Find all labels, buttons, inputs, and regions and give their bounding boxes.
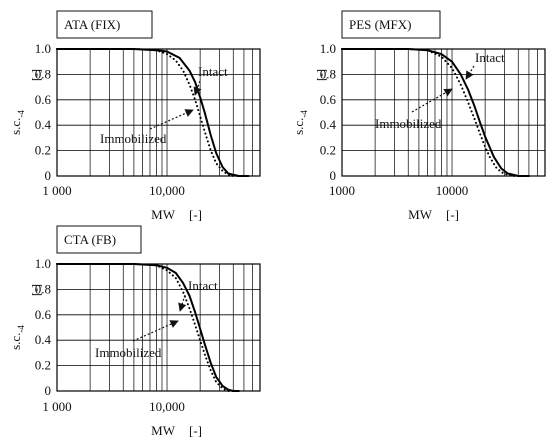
annotation-immobilized-label: Immobilized	[375, 116, 442, 131]
y-tick-label: 0.6	[35, 307, 52, 322]
y-tick-label: 0.8	[320, 66, 336, 81]
annotation-immobilized-arrow	[132, 320, 179, 342]
annotation-intact-label: Intact	[198, 64, 228, 79]
annotation-intact-arrow	[178, 294, 187, 312]
annotation-intact-label: Intact	[475, 50, 505, 65]
chart-panel-1: ATA (FIX) 1.0 0.8 0.6 0.4 0.2 01 000 10,000 MW [-…	[8, 10, 261, 222]
x-tick-label: 10,000	[149, 399, 185, 414]
x-tick-label: 10000	[436, 183, 469, 198]
y-axis-label-main: s.c.	[291, 118, 306, 135]
x-axis-unit: [-]	[446, 207, 459, 222]
y-axis-label: s.c.-4	[8, 110, 26, 135]
plot-frame	[56, 263, 261, 392]
y-tick-label: 0.2	[320, 143, 336, 158]
y-tick-label: 0.4	[35, 332, 52, 347]
x-tick-label: 1 000	[42, 399, 71, 414]
y-tick-label: 0.2	[35, 358, 51, 373]
x-axis-label: MW	[151, 423, 176, 438]
x-tick-label: 10,000	[149, 183, 185, 198]
y-tick-label: 0	[45, 383, 52, 398]
panel-title-box	[341, 10, 441, 39]
y-tick-label: 0.8	[35, 66, 51, 81]
y-axis-unit: [-]	[29, 69, 43, 81]
y-axis-label-subscript: -4	[16, 325, 26, 333]
panel-title-box	[56, 225, 142, 254]
y-tick-label: 0.2	[35, 143, 51, 158]
panel-title-box	[56, 10, 153, 39]
series-line-immobilized	[56, 48, 240, 177]
chart-panel-3: CTA (FB) 1.0 0.8 0.6 0.4 0.2 01 000 10,000 MW [-]…	[8, 225, 261, 438]
panel-title: PES (MFX)	[349, 17, 412, 32]
series-line-intact	[56, 263, 240, 392]
y-tick-label: 1.0	[35, 41, 51, 56]
x-axis-unit: [-]	[189, 207, 202, 222]
y-tick-label: 0.6	[35, 92, 52, 107]
series-line-immobilized	[341, 48, 520, 177]
y-tick-label: 1.0	[320, 41, 336, 56]
panel-title: CTA (FB)	[64, 232, 116, 247]
annotation-intact-arrow	[465, 65, 475, 80]
annotation-intact-arrow	[193, 80, 202, 96]
y-axis-label-subscript: -4	[16, 110, 26, 118]
annotation-immobilized-arrow	[411, 88, 453, 113]
x-tick-label: 1 000	[42, 183, 71, 198]
y-axis-label: s.c.-4	[291, 110, 309, 135]
y-tick-label: 0	[45, 168, 52, 183]
y-tick-label: 0.8	[35, 281, 51, 296]
annotation-immobilized-label: Immobilized	[95, 345, 162, 360]
y-axis-label: s.c.-4	[8, 325, 26, 350]
y-tick-label: 1.0	[35, 256, 51, 271]
annotation-intact-label: Intact	[188, 278, 218, 293]
x-axis-label: MW	[151, 207, 176, 222]
series-line-intact	[56, 48, 250, 177]
series-line-intact	[341, 48, 530, 177]
series-line-immobilized	[56, 263, 235, 392]
x-axis-unit: [-]	[189, 423, 202, 438]
y-axis-unit: [-]	[314, 69, 328, 81]
y-tick-label: 0	[330, 168, 337, 183]
y-tick-label: 0.4	[35, 117, 52, 132]
y-tick-label: 0.4	[320, 117, 337, 132]
y-axis-label-main: s.c.	[8, 118, 23, 135]
y-axis-label-main: s.c.	[8, 333, 23, 350]
annotation-immobilized-label: Immobilized	[100, 131, 167, 146]
panel-title: ATA (FIX)	[64, 17, 120, 32]
x-tick-label: 1000	[329, 183, 355, 198]
plot-frame	[56, 48, 261, 177]
y-tick-label: 0.6	[320, 92, 337, 107]
y-axis-label-subscript: -4	[299, 110, 309, 118]
y-axis-unit: [-]	[29, 284, 43, 296]
x-axis-label: MW	[408, 207, 433, 222]
plot-frame	[341, 48, 546, 177]
